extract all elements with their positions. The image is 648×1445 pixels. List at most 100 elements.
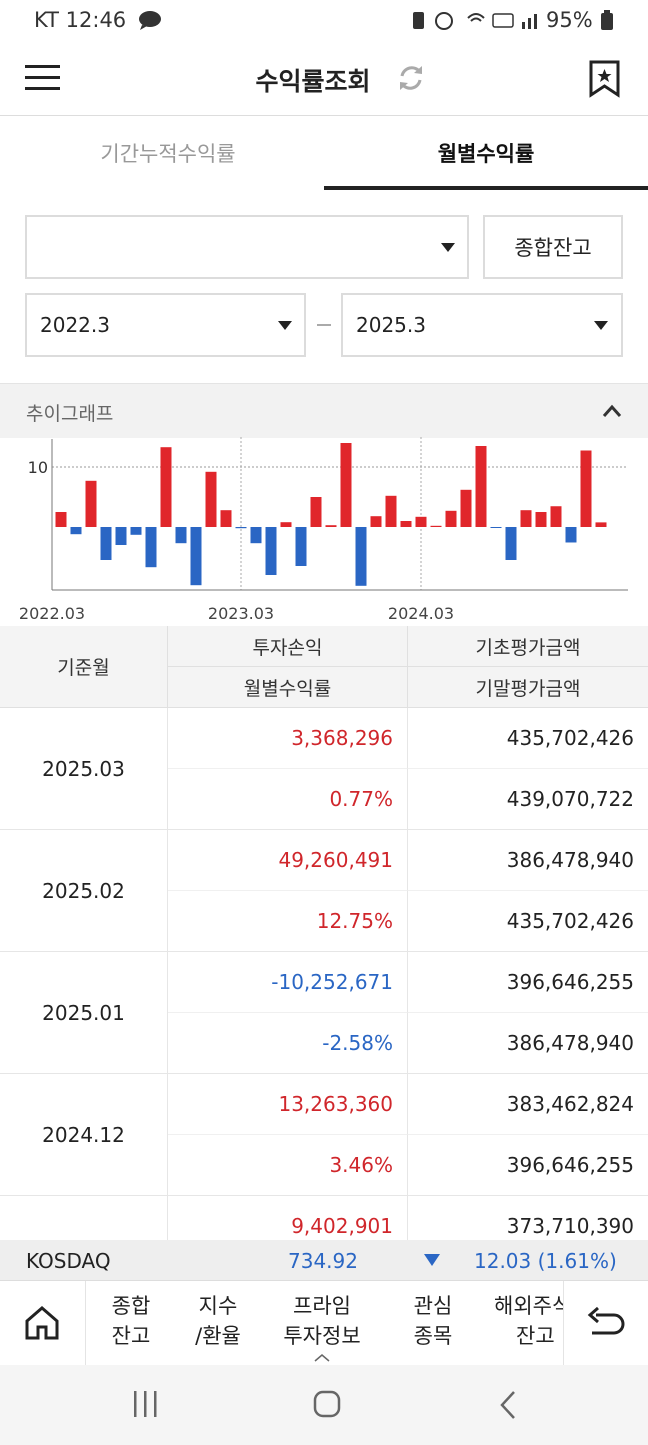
bar: [475, 446, 487, 527]
bar: [130, 527, 142, 535]
section-title: 추이그래프: [26, 403, 114, 425]
home-button[interactable]: [24, 1305, 60, 1341]
nav-item[interactable]: 프라임 투자정보: [266, 1291, 378, 1357]
divider: [85, 1281, 86, 1366]
bar: [460, 489, 472, 527]
collapse-chevron[interactable]: [602, 404, 622, 418]
pnl-cell: -10,252,671: [168, 952, 408, 1013]
home-system-button[interactable]: [312, 1389, 342, 1419]
month-cell: 2024.12: [0, 1074, 168, 1196]
header-cell: 기초평가금액: [408, 626, 648, 667]
month-cell: 2025.01: [0, 952, 168, 1074]
bar: [265, 527, 277, 575]
bar: [220, 510, 232, 527]
bar: [145, 527, 157, 568]
bar: [310, 497, 322, 527]
bar: [205, 471, 217, 527]
tab-bar: 기간누적수익률 월별수익률: [0, 116, 648, 190]
start-month: 2022.3: [40, 313, 110, 337]
bar: [160, 447, 172, 527]
tab-active[interactable]: 월별수익률: [437, 142, 535, 166]
index-ticker: KOSDAQ 734.92 12.03 (1.61%): [0, 1240, 648, 1280]
month-cell: [0, 1196, 168, 1240]
rate-cell: 12.75%: [168, 891, 408, 952]
bar: [70, 527, 82, 535]
begin-cell: 373,710,390: [408, 1196, 648, 1240]
bar: [595, 522, 607, 527]
pnl-cell: 9,402,901: [168, 1196, 408, 1240]
bookmark-button[interactable]: [588, 60, 622, 98]
bar: [115, 527, 127, 545]
range-dash: [317, 324, 331, 326]
bar: [235, 527, 247, 529]
balance-button[interactable]: 종합잔고: [483, 215, 623, 279]
status-bar: KT 12:46 95%: [0, 0, 648, 40]
bar: [385, 495, 397, 527]
begin-cell: 435,702,426: [408, 708, 648, 769]
bar: [325, 525, 337, 527]
tab-underline: [324, 186, 648, 190]
chat-icon: [139, 11, 161, 30]
bar: [550, 506, 562, 527]
index-change: 12.03 (1.61%): [474, 1249, 617, 1273]
back-system-button[interactable]: [496, 1389, 520, 1421]
status-icons: [413, 12, 514, 30]
start-month-select[interactable]: 2022.3: [25, 293, 306, 357]
end-month-select[interactable]: 2025.3: [341, 293, 623, 357]
nav-label: 투자정보: [283, 1324, 361, 1348]
bar: [340, 443, 352, 527]
returns-table: 기준월 투자손익 월별수익률 기초평가금액 기말평가금액 2025.03 3,368,296…: [0, 626, 648, 1240]
bar: [355, 527, 367, 586]
header-cell: 기말평가금액: [408, 667, 648, 708]
battery-icon: [601, 10, 613, 30]
pnl-cell: 49,260,491: [168, 830, 408, 891]
index-value: 734.92: [288, 1249, 358, 1273]
bar: [580, 450, 592, 527]
rate-cell: -2.58%: [168, 1013, 408, 1074]
nav-label: 관심: [413, 1294, 453, 1318]
recents-button[interactable]: [130, 1389, 162, 1419]
nav-label: 종합: [111, 1294, 151, 1318]
nav-item[interactable]: 종합 잔고: [92, 1291, 170, 1357]
menu-button[interactable]: [25, 64, 61, 92]
tab[interactable]: 기간누적수익률: [100, 142, 236, 166]
bar: [505, 527, 517, 560]
bar: [445, 510, 457, 527]
page-title: 수익률조회: [255, 67, 371, 96]
nav-label: 해외주식: [494, 1294, 563, 1318]
chart-section-header[interactable]: 추이그래프: [0, 383, 648, 438]
bar: [520, 510, 532, 527]
end-cell: 386,478,940: [408, 1013, 648, 1074]
signal-icon: [522, 14, 537, 29]
end-cell: 396,646,255: [408, 1135, 648, 1196]
nav-label: 종목: [413, 1324, 453, 1348]
header-cell: 기준월: [0, 626, 168, 708]
bar: [250, 527, 262, 544]
bar: [280, 522, 292, 527]
bar: [430, 525, 442, 527]
bar: [190, 527, 202, 586]
back-button[interactable]: [586, 1305, 626, 1341]
begin-cell: 386,478,940: [408, 830, 648, 891]
begin-cell: 383,462,824: [408, 1074, 648, 1135]
nav-label: 잔고: [516, 1324, 555, 1348]
nav-item[interactable]: 지수/환율: [178, 1291, 258, 1357]
bar: [370, 516, 382, 527]
index-name: KOSDAQ: [26, 1249, 111, 1273]
header-cell: 투자손익: [168, 626, 408, 667]
app-header: 수익률조회: [0, 40, 648, 116]
pnl-cell: 3,368,296: [168, 708, 408, 769]
end-month: 2025.3: [356, 313, 426, 337]
refresh-button[interactable]: [395, 62, 427, 94]
end-cell: 435,702,426: [408, 891, 648, 952]
nav-label: 지수: [198, 1294, 238, 1318]
divider: [563, 1281, 564, 1366]
nav-chevron: [314, 1354, 330, 1362]
carrier-time: KT 12:46: [34, 8, 127, 32]
bar: [400, 521, 412, 527]
month-cell: 2025.03: [0, 708, 168, 830]
account-select[interactable]: [25, 215, 469, 279]
battery-level: 95%: [546, 8, 593, 32]
